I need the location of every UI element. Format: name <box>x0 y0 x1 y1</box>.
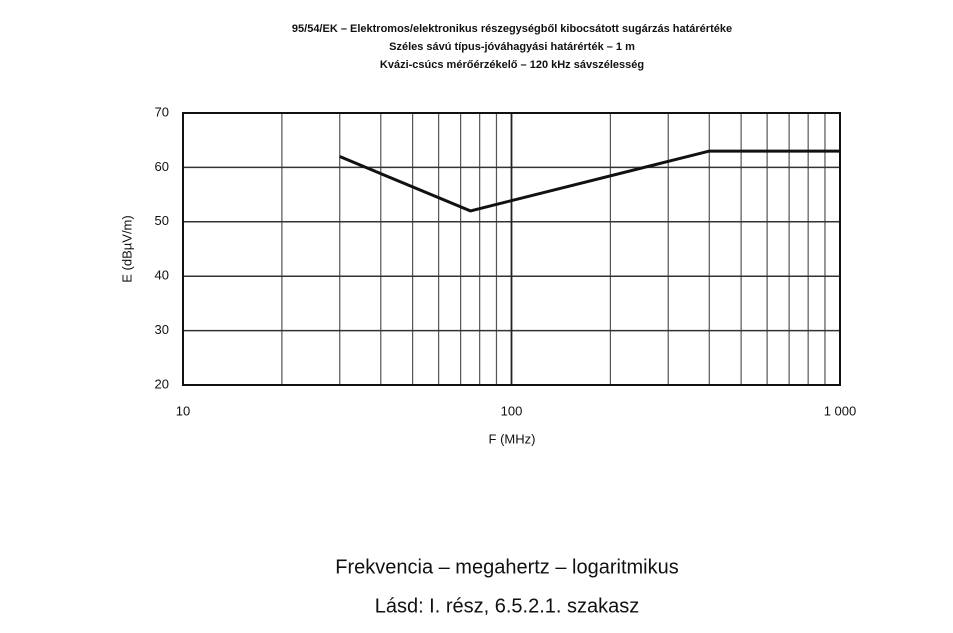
y-tick-label: 40 <box>155 268 169 283</box>
y-tick-label: 60 <box>155 159 169 174</box>
y-tick-label: 70 <box>155 104 169 119</box>
line <box>339 149 840 213</box>
annotation: Lásd: I. rész, 6.5.2.1. szakasz <box>375 595 640 617</box>
plot-frame <box>182 112 841 386</box>
x-tick-label: 100 <box>501 403 523 418</box>
x-tick-label: 10 <box>176 403 190 418</box>
y-tick-label: 20 <box>155 376 169 391</box>
annotation: Frekvencia – megahertz – logaritmikus <box>335 556 678 578</box>
x-tick-label: 1 000 <box>824 403 857 418</box>
y-tick-label: 30 <box>155 322 169 337</box>
chart-subtitle: Kvázi-csúcs mérőérzékelő – 120 kHz sávsz… <box>380 59 644 71</box>
y-axis-label: E (dBµV/m) <box>119 215 134 282</box>
x-axis-label: F (MHz) <box>489 431 536 446</box>
chart-title: 95/54/EK – Elektromos/elektronikus része… <box>292 23 732 35</box>
chart-subtitle: Széles sávú típus-jóváhagyási határérték… <box>389 41 635 53</box>
y-tick-label: 50 <box>155 213 169 228</box>
